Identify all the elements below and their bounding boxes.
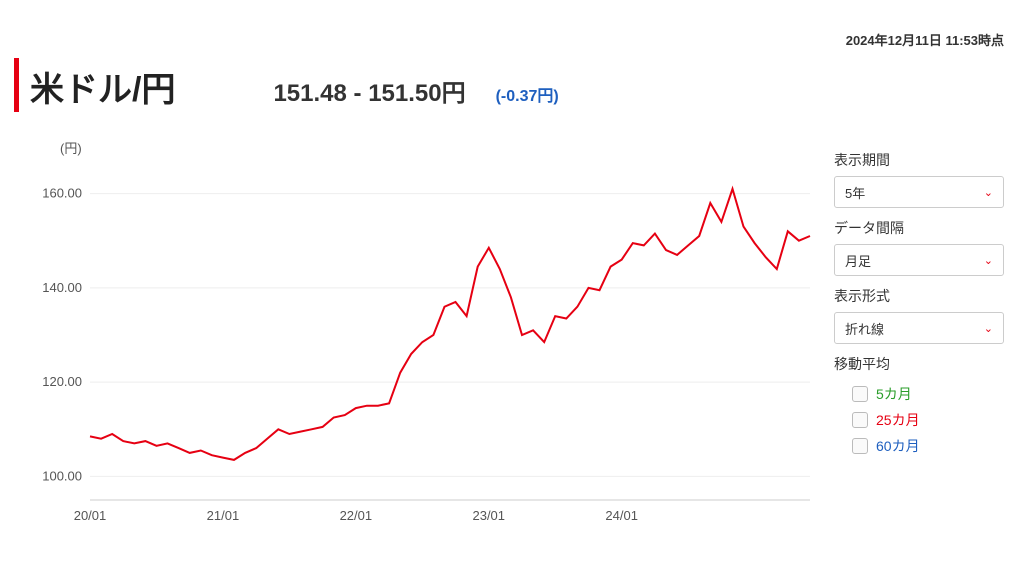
- svg-text:140.00: 140.00: [42, 280, 82, 295]
- ma25-label: 25カ月: [876, 410, 920, 430]
- ma-label: 移動平均: [834, 354, 1004, 374]
- chevron-down-icon: ⌄: [984, 186, 993, 199]
- y-axis-unit: (円): [60, 138, 82, 157]
- format-select[interactable]: 折れ線 ⌄: [834, 312, 1004, 344]
- svg-text:120.00: 120.00: [42, 374, 82, 389]
- price-change: (-0.37円): [496, 82, 559, 106]
- ma60-label: 60カ月: [876, 436, 920, 456]
- interval-select[interactable]: 月足 ⌄: [834, 244, 1004, 276]
- svg-text:100.00: 100.00: [42, 468, 82, 483]
- chevron-down-icon: ⌄: [984, 254, 993, 267]
- ma5-row[interactable]: 5カ月: [852, 384, 1004, 404]
- svg-text:21/01: 21/01: [207, 508, 240, 523]
- checkbox-icon: [852, 386, 868, 402]
- period-value: 5年: [845, 183, 865, 202]
- ma5-label: 5カ月: [876, 384, 912, 404]
- interval-value: 月足: [845, 251, 871, 270]
- svg-text:24/01: 24/01: [605, 508, 638, 523]
- format-value: 折れ線: [845, 319, 884, 338]
- price-range: 151.48 - 151.50円: [273, 73, 465, 108]
- header: 米ドル/円 151.48 - 151.50円 (-0.37円): [14, 62, 559, 111]
- checkbox-icon: [852, 438, 868, 454]
- ma60-row[interactable]: 60カ月: [852, 436, 1004, 456]
- svg-text:23/01: 23/01: [472, 508, 505, 523]
- svg-text:22/01: 22/01: [340, 508, 373, 523]
- checkbox-icon: [852, 412, 868, 428]
- ma-group: 5カ月 25カ月 60カ月: [834, 384, 1004, 456]
- controls-sidebar: 表示期間 5年 ⌄ データ間隔 月足 ⌄ 表示形式 折れ線 ⌄ 移動平均 5カ月…: [834, 140, 1004, 462]
- timestamp: 2024年12月11日 11:53時点: [846, 30, 1004, 49]
- format-label: 表示形式: [834, 286, 1004, 306]
- chevron-down-icon: ⌄: [984, 322, 993, 335]
- pair-title: 米ドル/円: [30, 62, 175, 111]
- ma25-row[interactable]: 25カ月: [852, 410, 1004, 430]
- svg-text:160.00: 160.00: [42, 186, 82, 201]
- svg-text:20/01: 20/01: [74, 508, 107, 523]
- period-label: 表示期間: [834, 150, 1004, 170]
- line-chart: 100.00 120.00 140.00 160.00 20/01 21/01 22/01 2…: [30, 160, 820, 540]
- interval-label: データ間隔: [834, 218, 1004, 238]
- period-select[interactable]: 5年 ⌄: [834, 176, 1004, 208]
- chart-area: (円) 100.00 120.00 140.00 160.00 20/01 21/01 22…: [30, 130, 820, 550]
